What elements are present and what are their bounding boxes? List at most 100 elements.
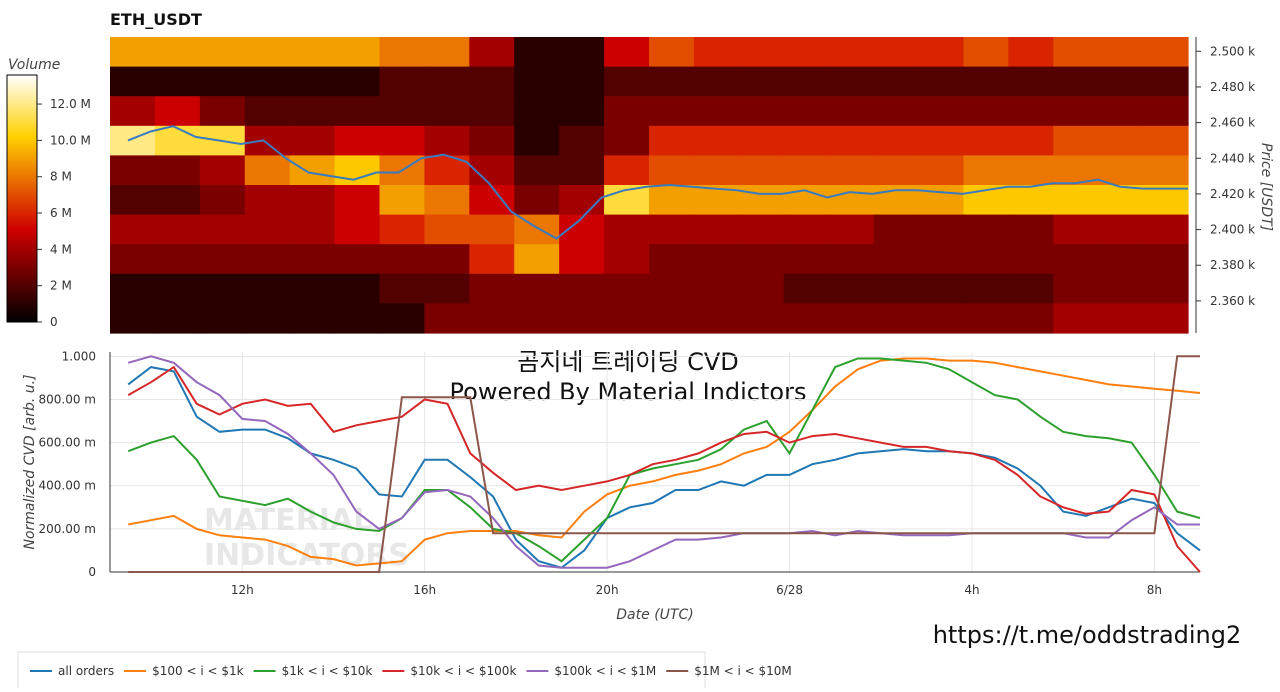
x-tick-label: 4h [964,583,979,597]
heatmap-cell [1098,273,1144,304]
heatmap-cell [963,244,1009,275]
heatmap-cell [514,273,560,304]
heatmap-cell [154,125,201,156]
heatmap-cell [424,37,470,68]
heatmap-cell [693,273,740,304]
link[interactable]: https://t.me/oddstrading2 [933,621,1242,649]
heatmap-cell [828,155,875,186]
y-tick-label: 1.000 [62,349,96,363]
heatmap-cell [334,214,381,245]
heatmap-cell [918,96,965,127]
heatmap-cell [963,66,1009,97]
heatmap-cell [873,244,920,275]
heatmap-cell [963,273,1009,304]
heatmap-cell [1098,125,1144,156]
heatmap-cell [649,273,695,304]
heatmap-cell [873,214,920,245]
heatmap-cell [199,96,246,127]
cvd-line [127,357,1201,563]
heatmap-cell [604,66,650,97]
legend-label: $1k < i < $10k [282,664,373,678]
heatmap-cell [289,185,336,216]
heatmap-cell [469,214,515,245]
heatmap-cell [918,273,965,304]
heatmap-cell [334,273,381,304]
heatmap-cell [379,303,426,334]
legend-label: $100k < i < $1M [554,664,656,678]
heatmap-cell [1008,66,1054,97]
y-tick-label: 200.00 m [39,522,97,536]
heatmap-cell [963,303,1009,334]
heatmap-cell [379,273,426,304]
heatmap-cell [379,185,426,216]
colorbar-tick-label: 6 M [50,206,72,220]
legend-label: $100 < i < $1k [152,664,244,678]
heatmap-cell [1098,37,1144,68]
heatmap-cell [1008,303,1054,334]
heatmap-cell [244,125,291,156]
heatmap-cell [918,125,965,156]
heatmap-cell [289,37,336,68]
x-tick-label: 20h [596,583,619,597]
heatmap-cell [604,37,650,68]
heatmap-cell [559,66,605,97]
heatmap-cell [199,185,246,216]
heatmap-cell [1143,273,1189,304]
x-tick-label: 16h [413,583,436,597]
heatmap-cell [334,125,381,156]
heatmap-cell [110,303,156,334]
heatmap-cell [1053,96,1099,127]
heatmap-cell [379,214,426,245]
heatmap-cell [559,96,605,127]
heatmap-cell [469,37,515,68]
heatmap-cell [649,185,695,216]
heatmap-cell [334,244,381,275]
legend-label: $1M < i < $10M [694,664,792,678]
heatmap-cell [873,96,920,127]
heatmap-cell [1053,273,1099,304]
heatmap-cell [244,214,291,245]
heatmap-cell [783,125,830,156]
y-axis-label: Normalized CVD [arb. u.] [22,374,38,549]
heatmap-cell [199,244,246,275]
heatmap-cell [1098,185,1144,216]
y-tick-label: 2.360 k [1210,294,1255,308]
heatmap-cell [110,155,156,186]
heatmap-cell [649,155,695,186]
heatmap-cell [424,96,470,127]
heatmap-cell [110,66,156,97]
heatmap-cell [783,155,830,186]
heatmap-cell [738,185,785,216]
heatmap-cell [828,185,875,216]
heatmap-cell [828,244,875,275]
heatmap-cell [783,37,830,68]
y-tick-label: 2.440 k [1210,151,1255,165]
heatmap-cell [963,125,1009,156]
heatmap-cell [154,66,201,97]
heatmap-cell [918,303,965,334]
heatmap-cell [334,185,381,216]
heatmap-cell [693,66,740,97]
heatmap-cell [199,214,246,245]
x-axis-label: Date (UTC) [616,607,693,623]
price-line [127,125,1188,240]
heatmap-cell [604,125,650,156]
heatmap-cell [1053,214,1099,245]
heatmap-cell [693,214,740,245]
heatmap-cell [514,214,560,245]
heatmap-cell [604,303,650,334]
heatmap-cell [154,96,201,127]
heatmap-cell [649,303,695,334]
heatmap-cell [110,273,156,304]
heatmap-cell [1008,96,1054,127]
heatmap-cell [738,66,785,97]
heatmap-cell [514,155,560,186]
legend-label: all orders [58,664,114,678]
heatmap-cell [693,244,740,275]
heatmap-cell [918,37,965,68]
y-tick-label: 2.380 k [1210,258,1255,272]
heatmap-cell [1008,125,1054,156]
heatmap-cell [334,96,381,127]
heatmap-cell [244,244,291,275]
